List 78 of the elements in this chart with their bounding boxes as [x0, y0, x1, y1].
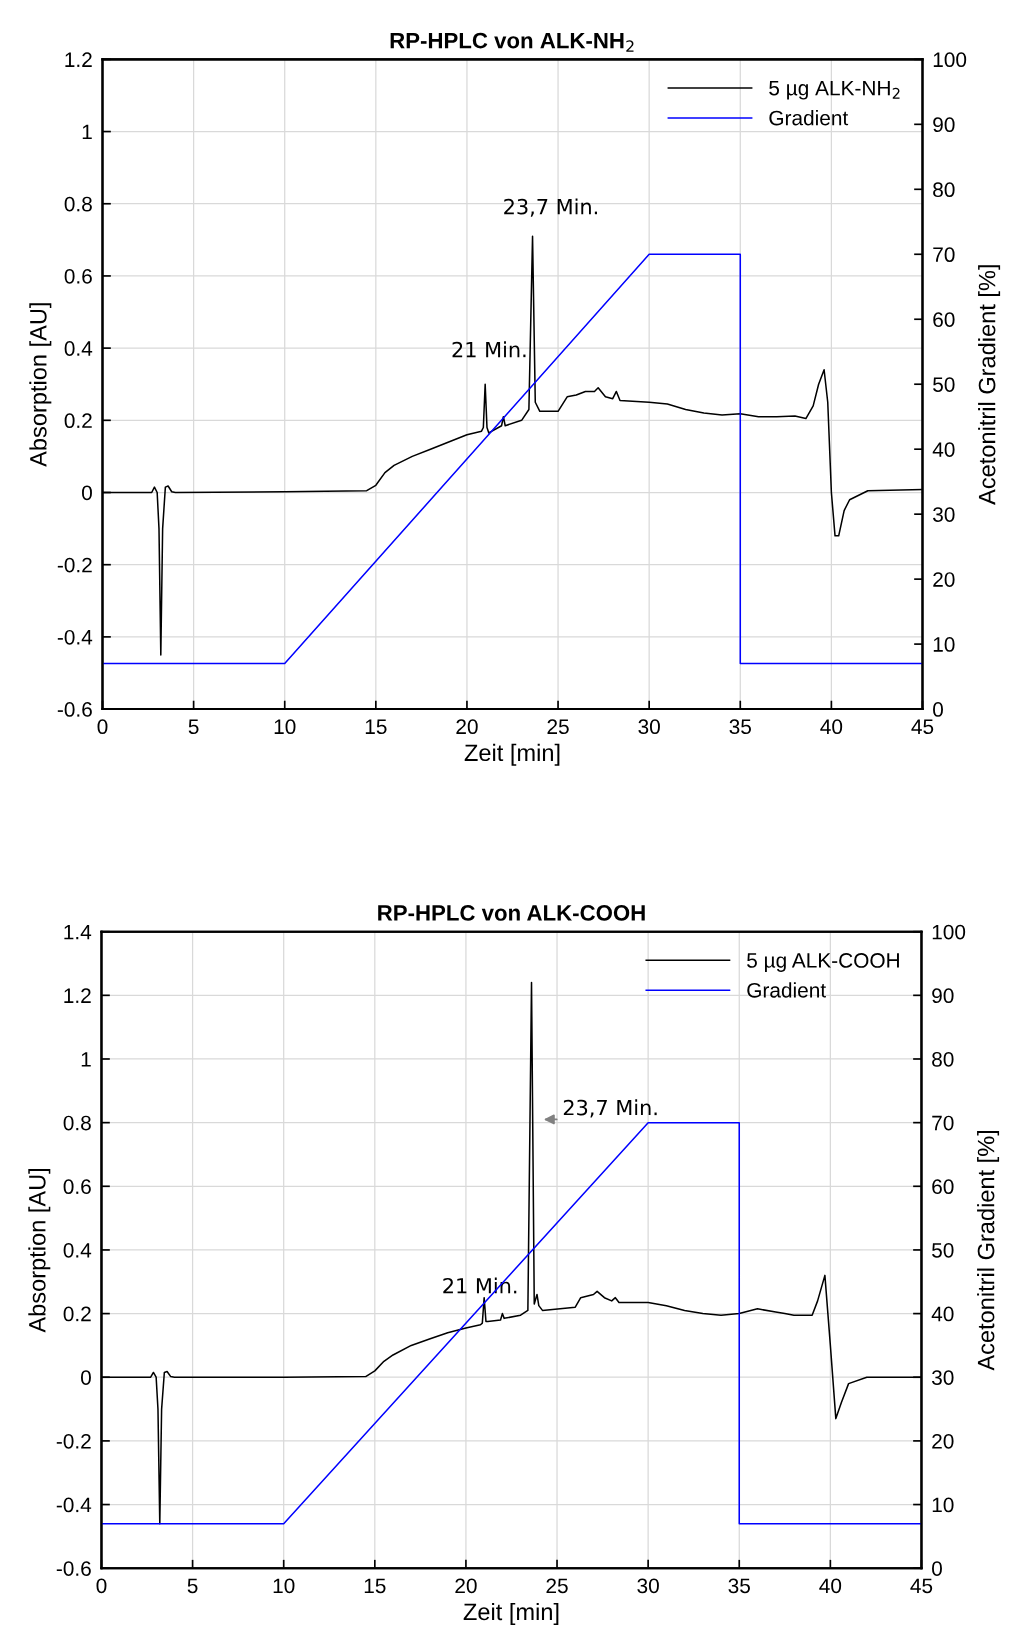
x-tick-label: 30	[637, 1578, 659, 1594]
y2-tick-label: 80	[932, 1051, 954, 1067]
y2-axis-title: Acetonitril Gradient [%]	[977, 1130, 1000, 1371]
y2-tick-label: 30	[931, 1370, 954, 1385]
legend-label: Gradient	[747, 982, 826, 998]
legend-label: 5 µg ALK-NH$_{2}$	[769, 80, 900, 100]
y-tick-label: 1.2	[64, 988, 91, 1003]
x-tick-label: 25	[547, 719, 569, 735]
y-tick-label: 0.2	[64, 413, 92, 429]
y2-tick-label: 30	[933, 507, 955, 522]
y2-tick-label: 90	[932, 988, 954, 1004]
y2-tick-label: 40	[932, 442, 955, 457]
y-tick-label: 1	[82, 124, 92, 140]
x-tick-label: 45	[910, 1578, 933, 1594]
y-tick-label: -0.4	[57, 629, 93, 645]
y-tick-label: 0.6	[64, 268, 92, 284]
y2-tick-label: 20	[932, 1433, 954, 1449]
x-tick-label: 10	[273, 1578, 295, 1594]
y-tick-label: 0.2	[63, 1306, 91, 1322]
x-tick-label: 5	[187, 1578, 198, 1594]
y2-tick-label: 90	[933, 117, 955, 133]
annotation: 21 Min.	[452, 341, 526, 358]
y-tick-label: -0.6	[57, 702, 92, 717]
y2-tick-label: 70	[932, 1115, 954, 1131]
x-axis-title: Zeit [min]	[464, 743, 560, 766]
y-tick-label: 1.4	[64, 924, 92, 940]
y2-tick-label: 100	[933, 52, 967, 68]
y2-tick-label: 0	[932, 1561, 942, 1576]
y2-tick-label: 10	[933, 637, 955, 652]
x-tick-label: 15	[365, 719, 387, 735]
x-tick-label: 30	[638, 719, 660, 735]
y2-tick-label: 70	[933, 247, 955, 263]
x-tick-label: 0	[96, 1578, 107, 1594]
x-tick-label: 0	[97, 719, 108, 735]
x-tick-label: 35	[728, 1578, 750, 1594]
y2-tick-label: 0	[933, 702, 943, 717]
y2-tick-label: 50	[933, 377, 955, 392]
y-tick-label: -0.2	[57, 557, 92, 573]
y2-axis-title: Acetonitril Gradient [%]	[978, 265, 1001, 505]
x-tick-label: 35	[729, 719, 751, 735]
y-axis-title: Absorption [AU]	[29, 303, 52, 467]
legend-label: 5 µg ALK-COOH	[747, 953, 899, 972]
y-tick-label: 1	[81, 1052, 91, 1067]
x-tick-label: 25	[546, 1578, 568, 1594]
x-tick-label: 20	[456, 719, 478, 735]
y-tick-label: 0.8	[63, 1115, 91, 1131]
y-tick-label: 0	[82, 485, 92, 501]
y-tick-label: 0	[80, 1370, 91, 1385]
y2-tick-label: 40	[931, 1306, 954, 1322]
y-tick-label: -0.6	[56, 1561, 91, 1576]
y2-tick-label: 60	[932, 1179, 954, 1195]
chart-title: RP-HPLC von ALK-NH$_{2}$	[390, 32, 634, 52]
y2-tick-label: 10	[932, 1497, 954, 1513]
y-tick-label: 1.2	[65, 52, 92, 67]
y-tick-label: -0.2	[56, 1433, 91, 1449]
y-tick-label: -0.4	[56, 1497, 92, 1513]
y-tick-label: 0.8	[64, 196, 92, 212]
x-tick-label: 40	[820, 719, 843, 735]
y2-tick-label: 60	[933, 312, 955, 327]
y2-tick-label: 20	[933, 572, 955, 587]
y-tick-label: 0.6	[63, 1179, 91, 1195]
y-tick-label: 0.4	[63, 1242, 92, 1258]
x-tick-label: 5	[188, 719, 199, 735]
x-tick-label: 10	[274, 719, 296, 735]
y2-tick-label: 80	[933, 182, 955, 198]
annotation: 23,7 Min.	[504, 198, 598, 217]
x-tick-label: 20	[455, 1578, 477, 1594]
annotation: 23,7 Min.	[563, 1099, 657, 1118]
y2-tick-label: 100	[932, 924, 966, 940]
y2-tick-label: 50	[932, 1242, 954, 1258]
y-tick-label: 0.4	[64, 341, 93, 356]
legend-label: Gradient	[769, 110, 849, 126]
x-axis-title: Zeit [min]	[463, 1602, 559, 1625]
y-axis-title: Absorption [AU]	[28, 1168, 51, 1333]
x-tick-label: 15	[364, 1578, 386, 1594]
chart-title: RP-HPLC von ALK-COOH	[378, 905, 645, 921]
x-tick-label: 45	[911, 719, 934, 735]
x-tick-label: 40	[819, 1578, 842, 1594]
